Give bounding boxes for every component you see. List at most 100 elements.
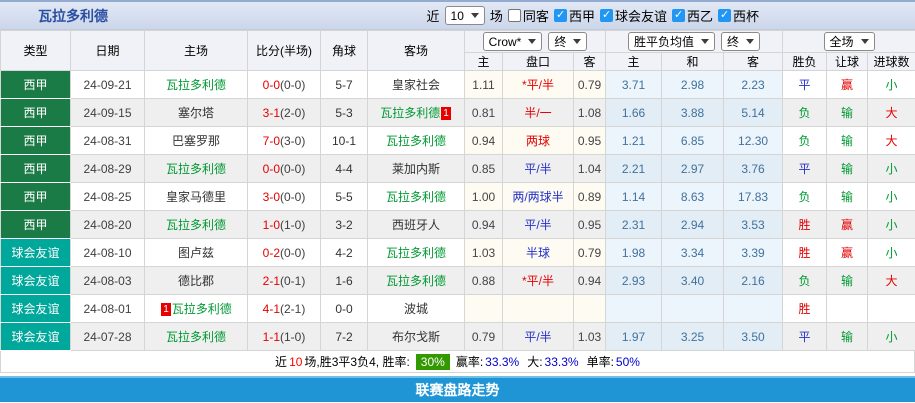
match-type-cell[interactable]: 西甲 [0,182,71,211]
handicap-cell: *平/半 [502,266,574,295]
match-type-cell[interactable]: 球会友谊 [0,294,71,323]
filter-same-away[interactable]: 同客 [507,6,549,25]
away-team-cell: 瓦拉多利德 [367,182,465,211]
checkbox-icon[interactable] [671,8,685,22]
home-team-cell: 德比郡 [144,266,248,295]
score-cell: 1-0(1-0) [247,210,321,239]
home-handicap-odds-cell: 1.00 [464,182,503,211]
handicap-result-cell: 赢 [826,70,869,99]
home-handicap-odds-cell: 0.88 [464,266,503,295]
handicap-cell: 半/一 [502,98,574,127]
home-handicap-odds-cell: 0.85 [464,154,503,183]
near-label: 近 [426,9,440,24]
goals-result-cell: 大 [867,266,915,295]
home-handicap-odds-cell: 0.94 [464,210,503,239]
match-type-cell[interactable]: 球会友谊 [0,266,71,295]
away-team-name[interactable]: 瓦拉多利德 [385,246,446,260]
checkbox-icon[interactable] [717,8,731,22]
odds-time-select[interactable]: 终 [548,32,588,51]
home-handicap-odds-cell: 0.94 [464,126,503,155]
match-type-cell[interactable]: 球会友谊 [0,322,71,351]
home-team-name[interactable]: 瓦拉多利德 [165,330,226,344]
fulltime-score: 1-1 [262,329,280,344]
match-type-cell[interactable]: 西甲 [0,154,71,183]
home-handicap-odds-cell: 0.81 [464,98,503,127]
goals-scope-select[interactable]: 全场 [823,32,875,51]
match-type-cell[interactable]: 西甲 [0,126,71,155]
chevron-down-icon [470,13,479,18]
away-team-name[interactable]: 布尔戈斯 [391,330,440,344]
match-type-cell[interactable]: 球会友谊 [0,238,71,267]
win-odds-rate: 33.3% [485,354,520,369]
goals-scope-select-group: 全场 [782,30,915,53]
away-team-name[interactable]: 皇家社会 [391,78,440,92]
match-type-cell[interactable]: 西甲 [0,70,71,99]
handicap-result-cell: 输 [826,98,869,127]
filter-segunda[interactable]: 西乙 [671,6,713,25]
home-team-name[interactable]: 皇家马德里 [165,190,226,204]
match-row: 西甲 24-09-21 瓦拉多利德 0-0(0-0) 5-7 皇家社会 1.11… [0,70,915,99]
away-team-name[interactable]: 瓦拉多利德 [385,190,446,204]
away-team-cell: 波城 [367,294,465,323]
home-team-name[interactable]: 瓦拉多利德 [171,302,232,316]
match-date-cell: 24-08-01 [70,294,145,323]
away-team-name[interactable]: 瓦拉多利德 [380,106,441,120]
checkbox-icon[interactable] [599,8,613,22]
home-team-name[interactable]: 德比郡 [177,274,214,288]
avg-odds-time-select[interactable]: 终 [721,32,761,51]
title-bar: 瓦拉多利德 近 10 场 同客 西甲 球会友谊 西乙 西杯 [0,0,915,30]
home-handicap-odds-cell: 1.03 [464,238,503,267]
away-team-name[interactable]: 瓦拉多利德 [385,274,446,288]
home-team-name[interactable]: 瓦拉多利德 [165,162,226,176]
avg-odds-type-select[interactable]: 胜平负均值 [628,32,716,51]
filter-laliga[interactable]: 西甲 [553,6,595,25]
handicap-result-cell: 输 [826,182,869,211]
page-title: 瓦拉多利德 [38,7,108,24]
home-team-cell: 巴塞罗那 [144,126,248,155]
goals-result-cell [867,294,915,323]
result-cell: 负 [782,182,828,211]
halftime-score: (0-1) [280,273,306,288]
checkbox-icon[interactable] [507,9,521,22]
summary-near-label: 近 [275,355,288,369]
checkbox-icon[interactable] [553,8,567,22]
home-team-name[interactable]: 图卢兹 [177,246,214,260]
filter-label: 球会友谊 [614,9,667,24]
avg-draw-odds-cell: 2.97 [661,154,725,183]
handicap-cell: 两球 [502,126,574,155]
near-count-select[interactable]: 10 [444,6,485,25]
home-team-name[interactable]: 塞尔塔 [177,106,214,120]
avg-draw-odds-cell: 2.94 [661,210,725,239]
away-team-name[interactable]: 莱加内斯 [391,162,440,176]
handicap-cell: 平/半 [502,154,574,183]
avg-home-odds-cell: 1.21 [605,126,663,155]
handicap-cell [502,294,574,323]
sub-header-goals: 进球数 [867,52,915,71]
chevron-down-icon [573,39,582,44]
away-team-name[interactable]: 瓦拉多利德 [385,134,446,148]
sub-header-avg-home: 主 [605,52,663,71]
result-cell: 平 [782,70,828,99]
filter-label: 西乙 [686,9,713,24]
score-cell: 4-1(2-1) [247,294,321,323]
filter-club-friendly[interactable]: 球会友谊 [599,6,667,25]
avg-away-odds-cell: 12.30 [723,126,784,155]
match-type-cell[interactable]: 西甲 [0,210,71,239]
filter-copa[interactable]: 西杯 [717,6,759,25]
match-date-cell: 24-08-20 [70,210,145,239]
home-team-cell: 图卢兹 [144,238,248,267]
home-team-cell: 塞尔塔 [144,98,248,127]
halftime-score: (1-0) [280,217,306,232]
corners-cell: 10-1 [320,126,368,155]
corners-cell: 5-7 [320,70,368,99]
odds-company-select[interactable]: Crow* [482,32,543,51]
home-team-name[interactable]: 瓦拉多利德 [165,218,226,232]
away-team-name[interactable]: 波城 [403,302,428,316]
match-date-cell: 24-07-28 [70,322,145,351]
handicap-result-cell: 输 [826,154,869,183]
match-type-cell[interactable]: 西甲 [0,98,71,127]
home-team-name[interactable]: 瓦拉多利德 [165,78,226,92]
away-team-name[interactable]: 西班牙人 [391,218,440,232]
home-team-name[interactable]: 巴塞罗那 [171,134,220,148]
fulltime-score: 7-0 [262,133,280,148]
